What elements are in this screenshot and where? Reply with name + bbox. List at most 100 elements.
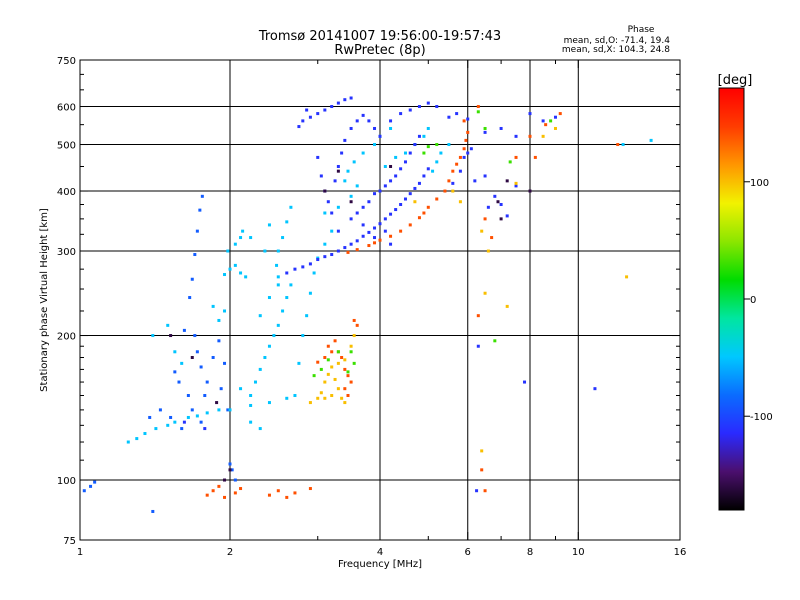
data-point: [383, 164, 387, 168]
data-point: [625, 275, 629, 279]
data-point: [195, 414, 199, 418]
data-point: [323, 189, 327, 193]
data-point: [394, 208, 398, 212]
data-point: [319, 367, 323, 371]
x-tick-label: 1: [77, 547, 83, 558]
data-point: [355, 323, 359, 327]
data-point: [528, 134, 532, 138]
data-point: [182, 420, 186, 424]
data-point: [169, 334, 173, 338]
y-axis-label: Stationary phase Virtual Height [km]: [39, 208, 50, 392]
data-point: [486, 249, 490, 253]
data-point: [190, 277, 194, 281]
data-point: [89, 484, 93, 488]
data-point: [333, 339, 337, 343]
data-point: [355, 239, 359, 243]
data-point: [426, 145, 430, 149]
data-point: [173, 420, 177, 424]
data-point: [276, 249, 280, 253]
data-point: [349, 96, 353, 100]
data-point: [195, 350, 199, 354]
data-point: [215, 401, 219, 405]
data-point: [323, 108, 327, 112]
data-point: [275, 263, 279, 267]
data-point: [343, 98, 347, 102]
data-point: [249, 403, 253, 407]
colorbar-tick-label: 100: [750, 178, 769, 189]
data-point: [336, 101, 340, 105]
data-point: [431, 169, 435, 173]
data-point: [458, 155, 462, 159]
data-point: [378, 238, 382, 242]
data-point: [230, 468, 234, 472]
data-point: [166, 423, 170, 427]
data-point: [223, 273, 227, 277]
data-point: [447, 179, 451, 183]
data-point: [316, 360, 320, 364]
y-tick-label: 500: [57, 141, 76, 152]
data-point: [263, 249, 267, 253]
y-tick-label: 600: [57, 103, 76, 114]
data-point: [336, 205, 340, 209]
data-point: [301, 265, 305, 269]
colorbar-ticks: 100 0 -100: [744, 178, 773, 423]
colorbar: [718, 87, 745, 511]
data-point: [312, 374, 316, 378]
data-point: [426, 205, 430, 209]
data-point: [466, 117, 470, 121]
x-tick-label: 2: [227, 547, 233, 558]
data-point: [483, 174, 487, 178]
data-point: [462, 119, 466, 123]
data-point: [330, 394, 334, 398]
data-point: [308, 115, 312, 119]
grid-lines: [80, 60, 680, 540]
data-point: [422, 211, 426, 215]
data-point: [330, 229, 334, 233]
data-point: [403, 160, 407, 164]
data-point: [340, 151, 344, 155]
data-point: [349, 217, 353, 221]
data-point: [558, 112, 562, 116]
phase-stats-x: mean, sd,X: 104.3, 24.8: [562, 45, 670, 55]
data-point: [426, 167, 430, 171]
data-point: [330, 350, 334, 354]
data-point: [326, 200, 330, 204]
data-point: [239, 236, 243, 240]
data-point: [285, 495, 289, 499]
data-point: [476, 110, 480, 114]
data-point: [190, 355, 194, 359]
data-point: [228, 408, 232, 412]
data-point: [205, 380, 209, 384]
data-point: [349, 194, 353, 198]
y-tick-label: 750: [57, 56, 76, 67]
phase-heading: Phase: [628, 25, 655, 35]
data-point: [200, 194, 204, 198]
data-point: [514, 181, 518, 185]
data-point: [223, 478, 227, 482]
data-point: [293, 267, 297, 271]
data-point: [466, 130, 470, 134]
data-point: [389, 126, 393, 130]
data-point: [417, 105, 421, 109]
data-point: [126, 440, 130, 444]
data-point: [439, 151, 443, 155]
data-point: [148, 415, 152, 419]
data-point: [336, 350, 340, 354]
data-point: [553, 126, 557, 130]
data-point: [276, 323, 280, 327]
data-point: [330, 105, 334, 109]
x-tick-label: 4: [377, 547, 383, 558]
data-point: [514, 134, 518, 138]
data-point: [373, 226, 377, 230]
data-point: [593, 387, 597, 391]
data-point: [343, 358, 347, 362]
data-point: [323, 211, 327, 215]
data-point: [616, 143, 620, 147]
data-point: [301, 334, 305, 338]
data-point: [343, 179, 347, 183]
data-point: [413, 186, 417, 190]
data-point: [319, 391, 323, 395]
data-point: [326, 372, 330, 376]
data-point: [188, 296, 192, 300]
data-point: [239, 271, 243, 275]
